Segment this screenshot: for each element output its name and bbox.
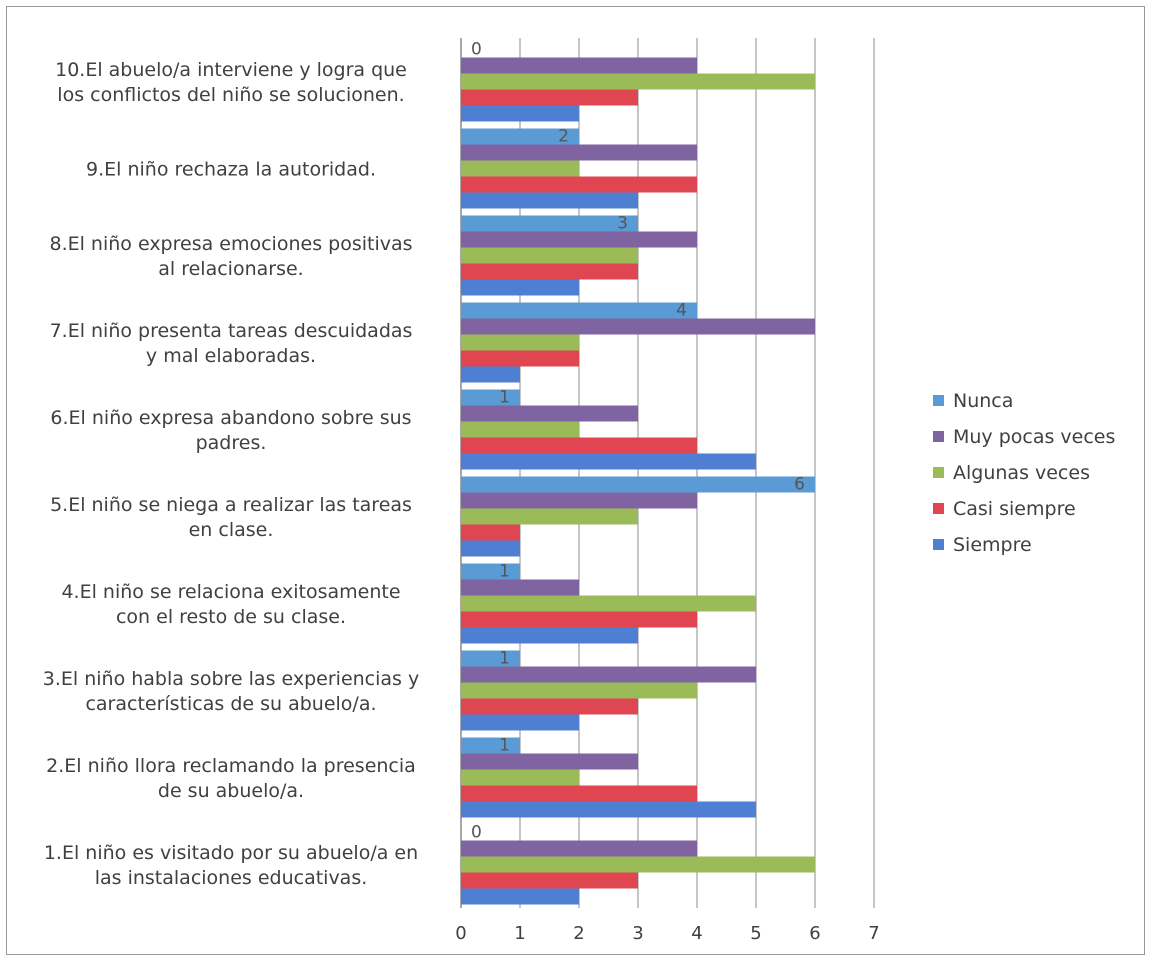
category-label: 5.El niño se niega a realizar las tareas: [50, 494, 412, 516]
x-tick-label: 3: [632, 923, 643, 944]
bar: [461, 492, 697, 509]
category-label: 4.El niño se relaciona exitosamente: [61, 581, 400, 603]
x-tick-label: 7: [868, 923, 879, 944]
bar: [461, 476, 815, 493]
x-tick-label: 4: [691, 923, 702, 944]
category-label: 6.El niño expresa abandono sobre sus: [50, 407, 411, 429]
x-tick-label: 5: [750, 923, 761, 944]
bar: [461, 334, 579, 351]
bar: [461, 682, 697, 699]
bar: [461, 105, 579, 122]
bar: [461, 160, 579, 177]
data-label: 0: [471, 823, 482, 843]
bar: [461, 57, 697, 74]
bar: [461, 405, 638, 422]
bar: [461, 650, 520, 667]
bar: [461, 540, 520, 557]
bar: [461, 666, 756, 683]
bar: [461, 350, 579, 367]
legend-swatch: [933, 503, 944, 514]
legend-label: Nunca: [953, 390, 1013, 412]
bar: [461, 263, 638, 280]
bar: [461, 856, 815, 873]
data-label: 1: [499, 562, 510, 582]
category-label: en clase.: [189, 519, 274, 541]
data-label: 1: [499, 649, 510, 669]
category-label: 2.El niño llora reclamando la presencia: [46, 755, 416, 777]
category-label: los conflictos del niño se solucionen.: [57, 84, 404, 106]
category-label: 10.El abuelo/a interviene y logra que: [55, 59, 407, 81]
x-tick-label: 0: [455, 923, 466, 944]
bar: [461, 128, 579, 145]
category-label: 8.El niño expresa emociones positivas: [49, 233, 412, 255]
bar: [461, 524, 520, 541]
data-label: 0: [471, 40, 482, 60]
x-tick-label: 1: [514, 923, 525, 944]
bar: [461, 302, 697, 319]
bar: [461, 453, 756, 470]
bar: [461, 714, 579, 731]
legend-swatch: [933, 467, 944, 478]
bar: [461, 318, 815, 335]
legend-label: Muy pocas veces: [953, 426, 1115, 448]
bar: [461, 698, 638, 715]
bar: [461, 872, 638, 889]
category-label: las instalaciones educativas.: [95, 867, 368, 889]
data-label: 2: [558, 127, 569, 147]
bar: [461, 366, 520, 383]
bar: [461, 785, 697, 802]
bar: [461, 73, 815, 90]
category-label: y mal elaboradas.: [146, 345, 316, 367]
category-label: padres.: [196, 432, 267, 454]
category-label: 9.El niño rechaza la autoridad.: [86, 159, 376, 181]
bar: [461, 563, 520, 580]
legend-label: Algunas veces: [953, 462, 1090, 484]
data-label: 6: [794, 475, 805, 495]
legend-swatch: [933, 539, 944, 550]
legend-label: Casi siempre: [953, 498, 1076, 520]
category-label: 1.El niño es visitado por su abuelo/a en: [44, 842, 418, 864]
data-label: 1: [499, 736, 510, 756]
bar: [461, 769, 579, 786]
bar: [461, 437, 697, 454]
bar: [461, 627, 638, 644]
bar: [461, 508, 638, 525]
bar: [461, 801, 756, 818]
category-label: 7.El niño presenta tareas descuidadas: [50, 320, 413, 342]
bar: [461, 144, 697, 161]
bar: [461, 89, 638, 106]
bar: [461, 279, 579, 296]
category-label: de su abuelo/a.: [158, 780, 304, 802]
bar: [461, 176, 697, 193]
legend-swatch: [933, 431, 944, 442]
x-tick-label: 2: [573, 923, 584, 944]
category-label: con el resto de su clase.: [116, 606, 346, 628]
bar: [461, 421, 579, 438]
category-label: características de su abuelo/a.: [85, 693, 376, 715]
category-label: 3.El niño habla sobre las experiencias y: [43, 668, 419, 690]
bar: [461, 215, 638, 232]
x-tick-label: 6: [809, 923, 820, 944]
data-label: 1: [499, 388, 510, 408]
bar: [461, 192, 638, 209]
bar: [461, 611, 697, 628]
chart-frame: 0 1 2 3 4 5 6 7 0 1.El niño es visitado por su ab…: [6, 6, 1145, 955]
bar: [461, 737, 520, 754]
bar: [461, 840, 697, 857]
bar: [461, 389, 520, 406]
legend-label: Siempre: [953, 534, 1032, 556]
bar: [461, 595, 756, 612]
bar: [461, 888, 579, 905]
bar: [461, 247, 638, 264]
data-label: 4: [676, 301, 687, 321]
bar: [461, 231, 697, 248]
bar: [461, 753, 638, 770]
category-label: al relacionarse.: [158, 258, 303, 280]
bar: [461, 579, 579, 596]
data-label: 3: [617, 214, 628, 234]
chart-svg: 0 1 2 3 4 5 6 7 0 1.El niño es visitado por su ab…: [43, 38, 1115, 944]
legend-swatch: [933, 395, 944, 406]
